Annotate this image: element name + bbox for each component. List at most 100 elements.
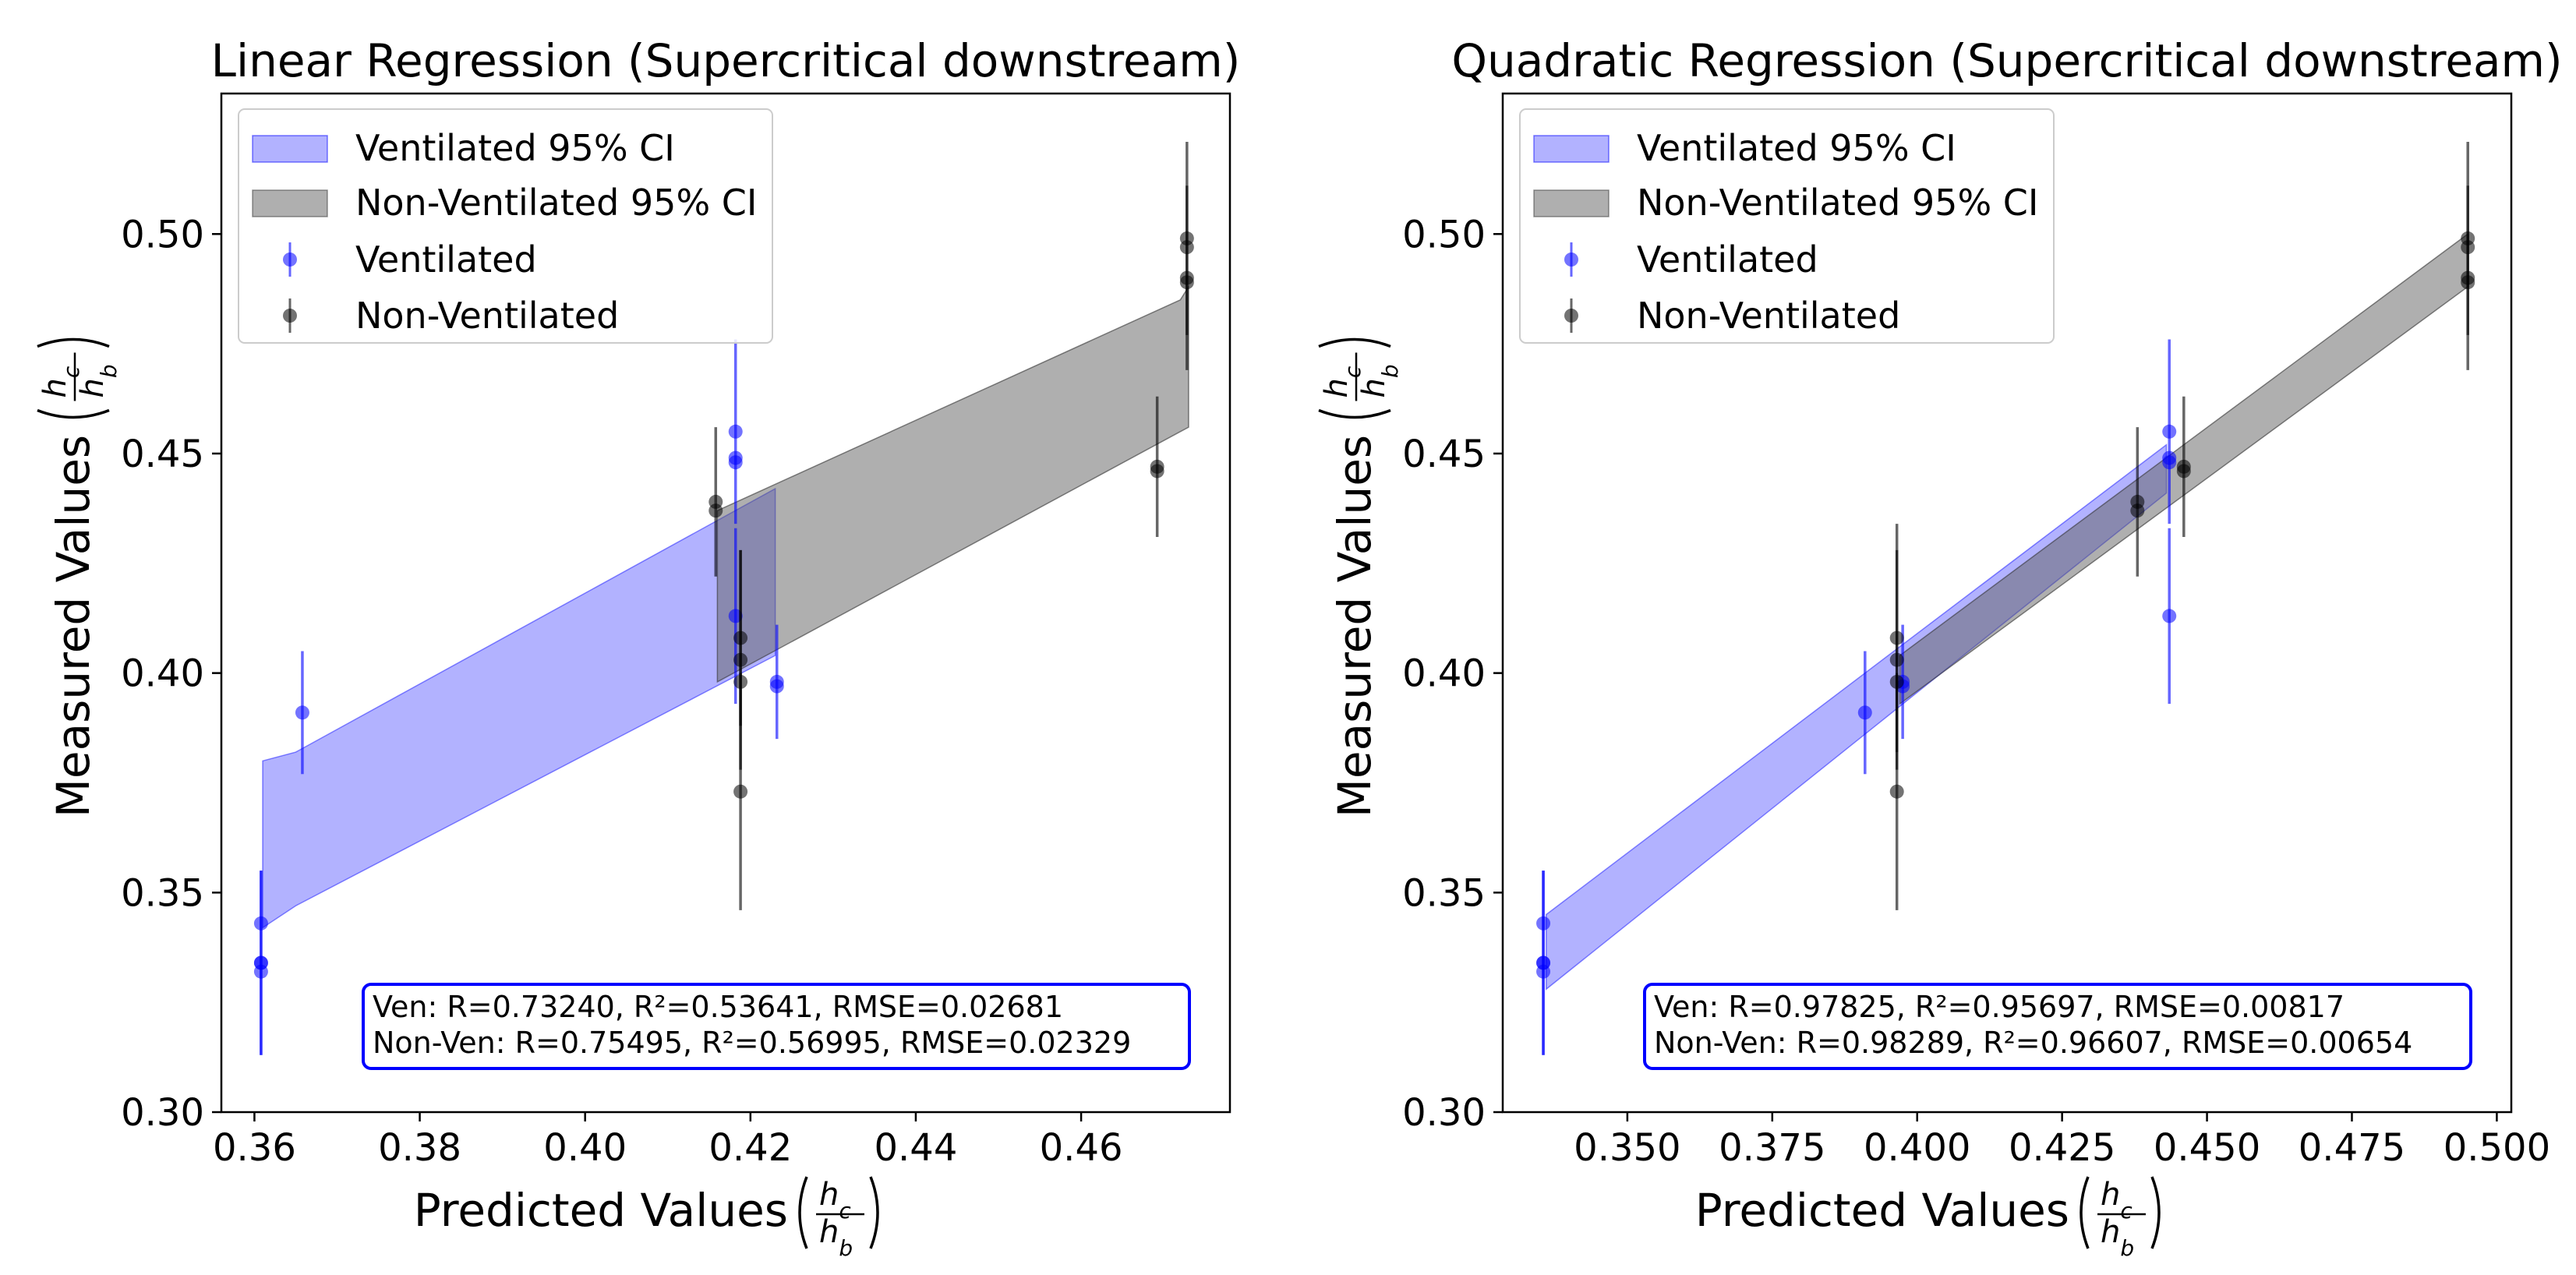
legend-ventilated-ci: Ventilated 95% CI	[1533, 127, 1956, 169]
stats-box-frame	[1643, 983, 2472, 1070]
paren-right	[869, 1176, 879, 1249]
stats-box: Ven: R=0.73240, R²=0.53641, RMSE=0.02681…	[362, 983, 1191, 1070]
plot-area	[1536, 141, 2475, 1055]
ventilated-point	[253, 964, 268, 979]
ventilated-marker	[295, 705, 309, 720]
non-ventilated-marker	[2176, 464, 2191, 479]
ventilated-point	[295, 651, 309, 775]
non-ventilated-marker	[708, 503, 723, 518]
non-ventilated-marker	[2130, 503, 2145, 518]
non-ventilated-point	[2461, 275, 2475, 290]
legend-marker	[1564, 309, 1578, 323]
legend-label: Non-Ventilated	[355, 295, 619, 337]
x-axis-label-text: Predicted Values	[414, 1184, 788, 1237]
axes-frame	[1501, 92, 2513, 1114]
ventilated-marker	[2162, 424, 2177, 439]
non-ventilated-point	[2130, 503, 2145, 518]
ventilated-point	[2162, 339, 2177, 524]
legend-non-ventilated: Non-Ventilated	[283, 295, 619, 337]
x-tick-label: 0.500	[2443, 1126, 2550, 1170]
x-tick-label: 0.44	[875, 1126, 958, 1170]
legend-swatch	[252, 189, 328, 217]
ventilated-marker	[769, 679, 784, 694]
non-ventilated-point	[1179, 275, 1194, 290]
x-tick-label: 0.38	[378, 1126, 461, 1170]
chart-panel-right: Quadratic Regression (Supercritical down…	[1318, 34, 2563, 1261]
ventilated-point	[2162, 528, 2177, 705]
y-tick-label: 0.40	[1402, 652, 1486, 696]
x-tick-label: 0.36	[213, 1126, 296, 1170]
stats-non-ventilated: Non-Ven: R=0.75495, R²=0.56995, RMSE=0.0…	[373, 1026, 1131, 1060]
ventilated-point	[728, 455, 743, 470]
legend-label: Ventilated 95% CI	[1637, 127, 1956, 169]
non-ventilated-marker	[1889, 784, 1904, 799]
ventilated-marker	[728, 609, 743, 623]
legend-non-ventilated-ci: Non-Ventilated 95% CI	[1533, 182, 2038, 224]
non-ventilated-point	[708, 503, 723, 518]
y-axis-label-text: Measured Values	[1328, 435, 1381, 818]
legend-label: Non-Ventilated 95% CI	[1637, 182, 2038, 224]
chart-title: Linear Regression (Supercritical downstr…	[211, 34, 1241, 87]
ventilated-point	[1536, 871, 1551, 1055]
non-ventilated-point	[1150, 464, 1164, 479]
paren-left	[798, 1176, 808, 1249]
stats-non-ventilated: Non-Ven: R=0.98289, R²=0.96607, RMSE=0.0…	[1654, 1026, 2412, 1060]
legend: Ventilated 95% CI Non-Ventilated 95% CI Ve…	[1519, 108, 2055, 344]
ventilated-point	[2162, 455, 2177, 470]
x-tick-label: 0.375	[1719, 1126, 1825, 1170]
legend-label: Non-Ventilated	[1637, 295, 1900, 337]
legend-swatch	[252, 135, 328, 163]
legend-marker	[1564, 253, 1578, 267]
paren-left	[37, 408, 110, 419]
non-ventilated-point	[1889, 673, 1904, 910]
paren-right	[37, 337, 110, 348]
paren-right	[1318, 337, 1391, 348]
non-ventilated-point	[2176, 464, 2191, 479]
legend-non-ventilated-ci: Non-Ventilated 95% CI	[252, 182, 757, 224]
y-tick-label: 0.35	[121, 871, 204, 915]
legend-box	[238, 108, 773, 344]
legend-swatch	[1533, 189, 1610, 217]
y-tick-label: 0.30	[121, 1091, 204, 1135]
legend-label: Ventilated 95% CI	[355, 127, 675, 169]
y-tick-label: 0.30	[1402, 1091, 1486, 1135]
x-tick-label: 0.42	[708, 1126, 792, 1170]
y-tick-label: 0.45	[1402, 433, 1486, 476]
ventilated-point	[728, 528, 743, 705]
ventilated-marker	[2162, 609, 2177, 623]
ventilated-marker	[1536, 964, 1551, 979]
non-ventilated-marker	[2461, 275, 2475, 290]
x-axis-label-text: Predicted Values	[1695, 1184, 2069, 1237]
ventilated-ci-band	[262, 487, 776, 929]
x-tick-label: 0.350	[1574, 1126, 1680, 1170]
ventilated-marker	[728, 455, 743, 470]
x-tick-label: 0.425	[2009, 1126, 2115, 1170]
stats-box: Ven: R=0.97825, R²=0.95697, RMSE=0.00817…	[1643, 983, 2472, 1070]
non-ventilated-marker	[1889, 652, 1904, 667]
stats-ventilated: Ven: R=0.73240, R²=0.53641, RMSE=0.02681	[373, 990, 1063, 1024]
legend-ventilated-ci: Ventilated 95% CI	[252, 127, 675, 169]
legend-ventilated: Ventilated	[283, 238, 537, 281]
y-tick-label: 0.50	[121, 213, 204, 256]
paren-right	[2150, 1176, 2161, 1249]
plot-area	[253, 141, 1194, 1055]
y-tick-label: 0.50	[1402, 213, 1486, 256]
y-tick-label: 0.45	[121, 433, 204, 476]
x-tick-label: 0.40	[543, 1126, 627, 1170]
chart-title: Quadratic Regression (Supercritical down…	[1451, 34, 2562, 87]
paren-left	[2080, 1176, 2090, 1249]
ventilated-point	[1536, 964, 1551, 979]
x-tick-label: 0.475	[2299, 1126, 2405, 1170]
legend-marker	[283, 309, 297, 323]
ventilated-marker	[2162, 455, 2177, 470]
non-ventilated-marker	[733, 652, 748, 667]
legend-box	[1519, 108, 2055, 344]
x-tick-label: 0.46	[1040, 1126, 1123, 1170]
